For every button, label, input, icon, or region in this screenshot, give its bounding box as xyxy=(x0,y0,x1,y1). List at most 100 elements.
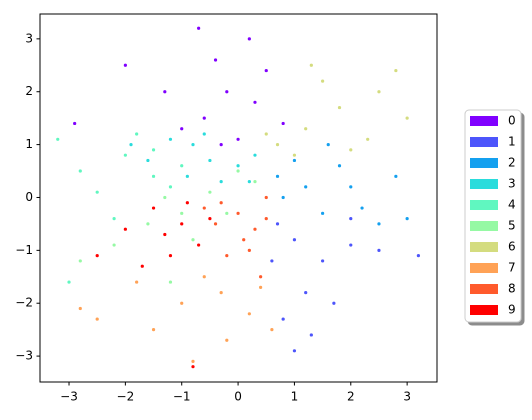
point xyxy=(140,264,144,268)
point xyxy=(112,217,116,221)
point xyxy=(247,248,251,252)
x-tick-label: −1 xyxy=(173,390,191,404)
point xyxy=(281,317,285,321)
point xyxy=(366,137,370,141)
point xyxy=(191,142,195,147)
point xyxy=(332,301,336,305)
point xyxy=(180,127,184,131)
point xyxy=(337,105,342,110)
point xyxy=(292,158,297,163)
point xyxy=(219,180,223,184)
y-tick-label: −1 xyxy=(15,243,33,257)
point xyxy=(236,211,240,215)
point xyxy=(185,201,189,205)
plot-frame xyxy=(39,13,438,383)
point xyxy=(168,137,173,141)
point xyxy=(135,132,139,136)
point xyxy=(304,185,308,189)
point xyxy=(95,190,99,194)
point xyxy=(275,174,280,178)
point xyxy=(349,243,353,247)
point xyxy=(253,100,257,104)
point xyxy=(129,142,133,147)
point xyxy=(208,190,212,194)
point xyxy=(213,222,218,226)
legend-label: 2 xyxy=(508,156,516,170)
y-tick-label: 2 xyxy=(25,84,33,98)
y-tick-label: 3 xyxy=(25,31,33,45)
point xyxy=(180,222,184,226)
point xyxy=(225,338,229,342)
point xyxy=(151,148,156,152)
point xyxy=(377,222,381,226)
point xyxy=(394,174,398,178)
x-tick-label: 1 xyxy=(291,390,299,404)
legend-swatch xyxy=(470,137,498,147)
point xyxy=(95,317,99,321)
point xyxy=(56,137,60,141)
point xyxy=(326,142,330,147)
point xyxy=(270,328,274,332)
point xyxy=(394,68,398,73)
point xyxy=(337,164,342,168)
legend-swatch xyxy=(470,179,498,189)
point xyxy=(219,201,223,205)
point xyxy=(360,206,364,210)
point xyxy=(163,90,167,94)
point xyxy=(208,158,212,163)
x-tick-label: 0 xyxy=(234,390,242,404)
x-tick-label: 3 xyxy=(403,390,411,404)
point xyxy=(253,180,257,184)
point xyxy=(168,185,173,189)
y-tick-label: −3 xyxy=(15,349,33,363)
y-tick-label: −2 xyxy=(15,296,33,310)
point xyxy=(225,90,229,94)
point xyxy=(236,137,240,141)
point xyxy=(281,121,285,126)
point xyxy=(78,169,82,173)
point xyxy=(309,333,313,337)
point xyxy=(405,217,409,221)
point xyxy=(202,275,206,279)
legend-swatch xyxy=(470,221,498,231)
point xyxy=(309,63,313,67)
point xyxy=(219,291,223,295)
point xyxy=(225,254,229,258)
point xyxy=(146,158,150,163)
point xyxy=(168,254,173,258)
legend-swatch xyxy=(470,116,498,126)
point xyxy=(349,217,353,221)
point xyxy=(197,243,201,247)
point xyxy=(163,195,167,200)
point xyxy=(259,285,263,289)
point xyxy=(78,259,82,263)
point xyxy=(349,185,353,189)
point xyxy=(264,132,268,136)
point xyxy=(304,127,308,131)
legend-swatch xyxy=(470,200,498,210)
legend-label: 9 xyxy=(508,303,516,317)
point xyxy=(247,312,251,316)
point xyxy=(377,248,381,252)
point xyxy=(67,280,71,284)
y-tick-label: 1 xyxy=(25,137,33,151)
point xyxy=(202,132,206,136)
point xyxy=(236,169,240,173)
point xyxy=(275,142,280,147)
point xyxy=(275,222,280,226)
point xyxy=(264,195,268,200)
point xyxy=(292,153,297,157)
legend-label: 7 xyxy=(508,261,516,275)
x-tick-label: 2 xyxy=(347,390,355,404)
point xyxy=(270,259,274,263)
point xyxy=(180,211,184,215)
point xyxy=(95,254,99,258)
point xyxy=(292,238,297,242)
legend-swatch xyxy=(470,242,498,252)
point xyxy=(146,222,150,226)
legend-label: 6 xyxy=(508,240,516,254)
point xyxy=(321,79,325,83)
point xyxy=(321,259,325,263)
point xyxy=(180,301,184,305)
point xyxy=(242,238,246,242)
